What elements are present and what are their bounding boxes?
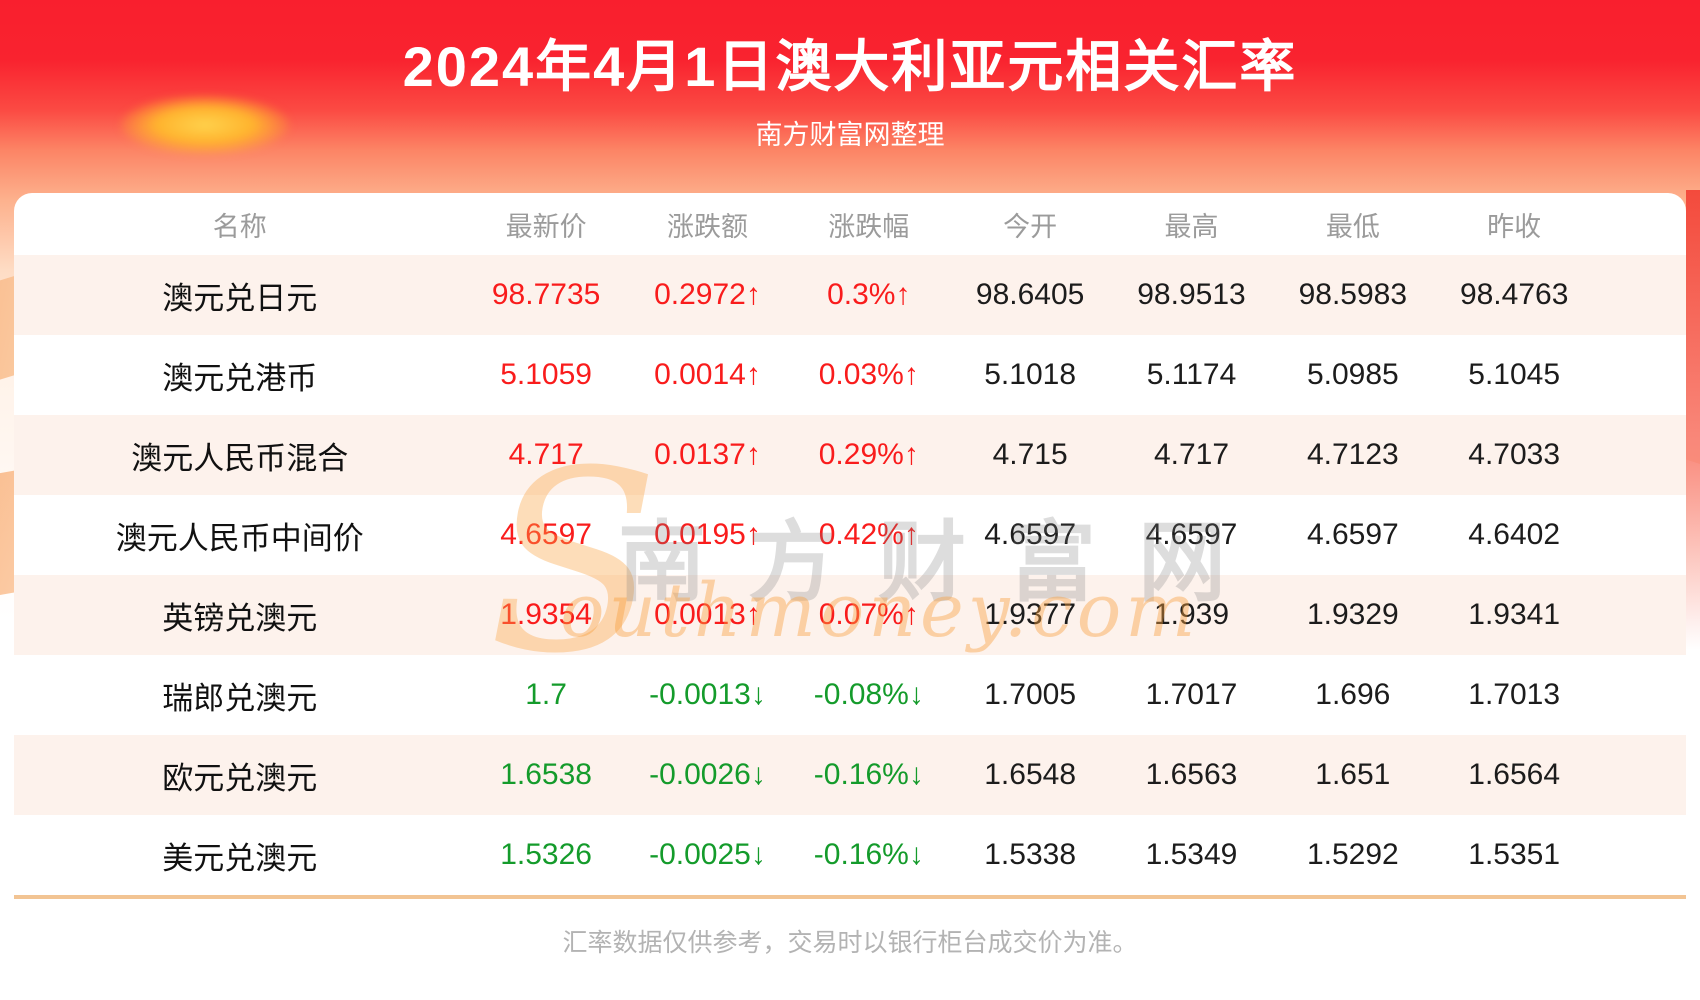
cell-pair-name: 欧元兑澳元 <box>162 760 318 796</box>
cell-prev-close: 1.6564 <box>1468 758 1561 791</box>
cell-open: 4.715 <box>992 438 1068 471</box>
column-header-change-pct: 涨跌幅 <box>828 211 910 242</box>
cell-low: 4.6597 <box>1306 518 1399 551</box>
cell-prev-close: 5.1045 <box>1468 358 1561 391</box>
cell-open: 1.9377 <box>984 598 1077 631</box>
table-row: 瑞郎兑澳元 1.7 -0.0013↓ -0.08%↓ 1.7005 1.7017… <box>14 655 1686 735</box>
cell-change-amount: 0.0014↑ <box>654 358 761 391</box>
cell-high: 4.717 <box>1153 438 1230 471</box>
cell-prev-close: 1.5351 <box>1468 838 1561 871</box>
table-row: 澳元人民币混合 4.717 0.0137↑ 0.29%↑ 4.715 4.717… <box>14 415 1686 495</box>
cell-change-percent: 0.42%↑ <box>818 518 919 551</box>
cell-change-percent: 0.07%↑ <box>818 598 919 631</box>
column-header-change: 涨跌额 <box>666 211 748 242</box>
cell-change-percent: 0.03%↑ <box>818 358 919 391</box>
cell-change-amount: 0.0195↑ <box>654 518 761 551</box>
cell-change-amount: 0.0013↑ <box>654 598 761 631</box>
cell-low: 98.5983 <box>1298 278 1408 311</box>
cell-change-amount: -0.0025↓ <box>649 838 766 871</box>
column-header-name: 名称 <box>212 211 267 242</box>
cell-low: 1.696 <box>1315 678 1391 711</box>
cell-low: 1.5292 <box>1306 838 1399 871</box>
column-header-open: 今开 <box>1003 211 1058 242</box>
cell-change-amount: 0.2972↑ <box>654 278 761 311</box>
table-row: 美元兑澳元 1.5326 -0.0025↓ -0.16%↓ 1.5338 1.5… <box>14 815 1686 895</box>
cell-latest-price: 5.1059 <box>500 358 592 391</box>
cell-high: 4.6597 <box>1145 518 1238 551</box>
cell-open: 1.6548 <box>984 758 1077 791</box>
cell-latest-price: 1.9354 <box>500 598 592 631</box>
cell-pair-name: 澳元人民币中间价 <box>115 520 364 556</box>
cell-prev-close: 4.7033 <box>1468 438 1561 471</box>
cell-high: 1.5349 <box>1145 838 1238 871</box>
cell-latest-price: 1.5326 <box>500 838 592 871</box>
cell-change-amount: -0.0026↓ <box>649 758 766 791</box>
cell-pair-name: 瑞郎兑澳元 <box>162 680 318 716</box>
cell-pair-name: 澳元人民币混合 <box>131 440 349 476</box>
cell-latest-price: 1.7 <box>525 678 567 711</box>
cell-change-amount: 0.0137↑ <box>654 438 761 471</box>
cell-low: 4.7123 <box>1306 438 1399 471</box>
cell-open: 5.1018 <box>984 358 1077 391</box>
cell-low: 1.651 <box>1315 758 1391 791</box>
footer-divider <box>14 895 1686 899</box>
cell-open: 98.6405 <box>975 278 1085 311</box>
cell-open: 1.7005 <box>984 678 1077 711</box>
cell-pair-name: 澳元兑日元 <box>162 280 318 316</box>
cell-prev-close: 4.6402 <box>1468 518 1561 551</box>
page-subtitle: 南方财富网整理 <box>755 120 945 150</box>
cell-high: 1.6563 <box>1145 758 1238 791</box>
cell-high: 1.7017 <box>1145 678 1238 711</box>
cell-pair-name: 英镑兑澳元 <box>162 600 318 636</box>
table-row: 欧元兑澳元 1.6538 -0.0026↓ -0.16%↓ 1.6548 1.6… <box>14 735 1686 815</box>
page-title: 2024年4月1日澳大利亚元相关汇率 <box>402 35 1298 98</box>
table-row: 澳元兑港币 5.1059 0.0014↑ 0.03%↑ 5.1018 5.117… <box>14 335 1686 415</box>
cell-change-percent: 0.3%↑ <box>827 278 911 311</box>
cell-latest-price: 4.6597 <box>500 518 592 551</box>
cell-change-amount: -0.0013↓ <box>649 678 766 711</box>
cell-open: 1.5338 <box>984 838 1077 871</box>
table-row: 英镑兑澳元 1.9354 0.0013↑ 0.07%↑ 1.9377 1.939… <box>14 575 1686 655</box>
cell-high: 1.939 <box>1153 598 1230 631</box>
table-row: 澳元兑日元 98.7735 0.2972↑ 0.3%↑ 98.6405 98.9… <box>14 255 1686 335</box>
cell-latest-price: 98.7735 <box>491 278 601 311</box>
column-header-low: 最低 <box>1325 211 1380 242</box>
cell-change-percent: -0.16%↓ <box>813 838 924 871</box>
cell-low: 1.9329 <box>1306 598 1399 631</box>
cell-low: 5.0985 <box>1306 358 1399 391</box>
cell-prev-close: 1.7013 <box>1468 678 1561 711</box>
cell-change-percent: -0.16%↓ <box>813 758 924 791</box>
cell-change-percent: 0.29%↑ <box>818 438 919 471</box>
rates-table-card: 名称 最新价 涨跌额 涨跌幅 今开 最高 最低 昨收 澳元兑日元 98.7735… <box>14 193 1686 1000</box>
disclaimer-note: 汇率数据仅供参考，交易时以银行柜台成交价为准。 <box>562 929 1138 957</box>
cell-high: 5.1174 <box>1146 358 1237 391</box>
cell-high: 98.9513 <box>1137 278 1246 311</box>
column-header-latest: 最新价 <box>505 211 587 242</box>
cell-change-percent: -0.08%↓ <box>813 678 924 711</box>
cell-pair-name: 澳元兑港币 <box>162 360 318 396</box>
cell-latest-price: 1.6538 <box>500 758 592 791</box>
column-header-prev-close: 昨收 <box>1487 211 1542 242</box>
table-header-row: 名称 最新价 涨跌额 涨跌幅 今开 最高 最低 昨收 <box>14 193 1686 255</box>
red-edge-decoration <box>1686 190 1700 650</box>
cell-open: 4.6597 <box>984 518 1077 551</box>
cell-pair-name: 美元兑澳元 <box>162 840 318 876</box>
cell-prev-close: 1.9341 <box>1468 598 1561 631</box>
table-row: 澳元人民币中间价 4.6597 0.0195↑ 0.42%↑ 4.6597 4.… <box>14 495 1686 575</box>
cell-prev-close: 98.4763 <box>1459 278 1569 311</box>
cell-latest-price: 4.717 <box>508 438 584 471</box>
column-header-high: 最高 <box>1164 211 1219 242</box>
banner: 2024年4月1日澳大利亚元相关汇率 南方财富网整理 <box>0 0 1700 193</box>
